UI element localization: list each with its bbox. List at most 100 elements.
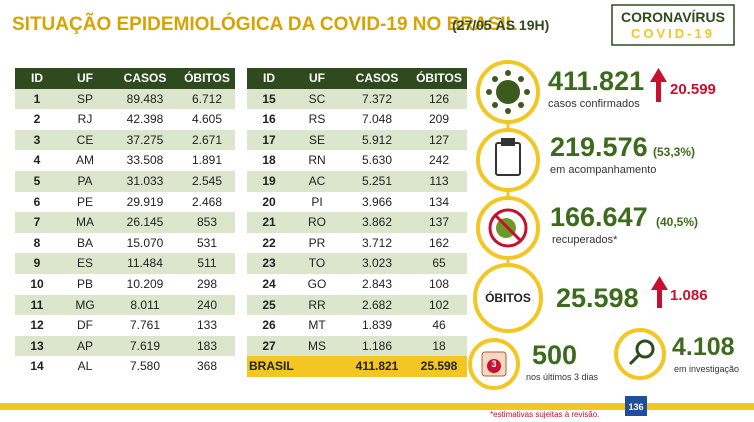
table-row (15, 191, 235, 213)
footnote: *estimativas sujeitas à revisão. (490, 410, 600, 419)
footer-logo (625, 396, 647, 416)
table-cell: MS (308, 338, 326, 353)
table-row (15, 212, 235, 233)
table-cell: RO (308, 215, 326, 230)
table-cell: 7.372 (361, 91, 393, 106)
title: SITUAÇÃO EPIDEMIOLÓGICA DA COVID-19 NO B… (12, 14, 518, 35)
table-cell: 133 (196, 318, 218, 333)
table-cell: PE (76, 194, 93, 209)
icon-circle (476, 128, 540, 192)
table-cell: 7.619 (129, 338, 161, 353)
footer-bar (0, 403, 754, 410)
table-row (247, 109, 467, 130)
table-row (247, 191, 467, 213)
table-cell: 15 (262, 91, 276, 106)
table-cell: 2.682 (361, 297, 393, 312)
table-cell: SP (76, 91, 93, 106)
table-cell: 242 (428, 153, 450, 168)
table-cell: 17 (262, 132, 276, 147)
table-cell: 183 (196, 338, 218, 353)
table-row (247, 274, 467, 295)
table-row (247, 150, 467, 171)
column-header: CASOS (123, 71, 167, 85)
table-cell: 16 (262, 112, 276, 127)
column-header: ÓBITOS (416, 71, 462, 85)
investigation-value: 4.108 (672, 333, 735, 361)
table-cell: 15.070 (126, 235, 164, 250)
table-row (247, 129, 467, 151)
table-cell: 3 (33, 132, 41, 147)
table-cell: 25 (262, 297, 276, 312)
table-cell: 7.761 (129, 318, 161, 333)
table-cell: 298 (196, 277, 218, 291)
table-cell: 12 (30, 318, 44, 333)
table-cell: PI (311, 194, 323, 209)
arrows (650, 68, 668, 308)
monitoring-label: em acompanhamento (550, 164, 657, 176)
table-cell: 20 (262, 194, 276, 209)
table-cell: AM (76, 153, 94, 168)
table-cell: AP (76, 338, 93, 353)
table-cell: 27 (262, 338, 276, 353)
table-cell: 3.862 (361, 215, 393, 230)
table-cell: 31.033 (126, 174, 164, 188)
table-header-bg (247, 68, 467, 89)
table-row (15, 356, 235, 377)
table-row (15, 294, 235, 316)
column-header: UF (309, 71, 325, 85)
table-cell: 5.912 (361, 132, 393, 147)
table-cell: 4 (33, 153, 41, 168)
investigation-label: em investigação (674, 364, 740, 374)
table-cell: 3.966 (361, 194, 393, 209)
table-cell: 2.671 (191, 132, 223, 147)
table-cell: AL (77, 359, 93, 374)
table-cell: 11.484 (127, 256, 163, 271)
table-cell: 2.468 (191, 194, 223, 209)
table-row (15, 274, 235, 295)
table-cell: 162 (428, 235, 450, 250)
magnifier-icon (628, 339, 655, 366)
table-cell: 6.712 (191, 91, 223, 106)
table-row (247, 88, 467, 110)
table-row (15, 315, 235, 336)
table-row (15, 88, 235, 110)
recovered-value: 166.647 (550, 202, 648, 232)
table-row (247, 212, 467, 233)
table-cell: 23 (262, 256, 276, 271)
table-cell: 4.605 (191, 112, 223, 127)
table-cell: 7 (33, 215, 41, 230)
table-cell: MA (76, 215, 94, 230)
icon-circle (473, 263, 543, 333)
virus-icon (486, 70, 530, 114)
calendar-icon (481, 351, 507, 377)
table-cell: RS (308, 112, 326, 127)
table-row (15, 129, 235, 151)
table-cell: 18 (262, 153, 276, 168)
table-cell: 37.275 (126, 132, 164, 147)
confirmed-delta: 20.599 (670, 81, 716, 98)
deaths-tag: ÓBITOS (485, 291, 531, 305)
total-cell: BRASIL (249, 359, 294, 374)
table-cell: 1 (33, 91, 41, 106)
calendar-number: 3 (491, 359, 497, 369)
table-header-bg (15, 68, 235, 89)
table-cell: 853 (196, 215, 218, 230)
table-cell: RR (308, 297, 326, 312)
table-cell: 13 (30, 338, 44, 353)
column-header: ID (263, 71, 275, 85)
table-cell: 10.209 (126, 277, 164, 291)
column-header: UF (77, 71, 93, 85)
table-cell: 33.508 (126, 153, 164, 168)
monitoring-pct: (53,3%) (653, 145, 696, 159)
table-cell: 511 (197, 256, 217, 271)
table-cell: 134 (428, 194, 450, 209)
table-cell: ES (76, 256, 93, 271)
table-cell: 65 (432, 256, 446, 271)
confirmed-value: 411.821 (548, 66, 645, 96)
deaths-value: 25.598 (556, 283, 639, 313)
logo-title: CORONAVÍRUS (621, 9, 725, 25)
table-cell: 26 (262, 318, 276, 333)
table-cell: PB (76, 277, 93, 291)
table-cell: 9 (33, 256, 41, 271)
